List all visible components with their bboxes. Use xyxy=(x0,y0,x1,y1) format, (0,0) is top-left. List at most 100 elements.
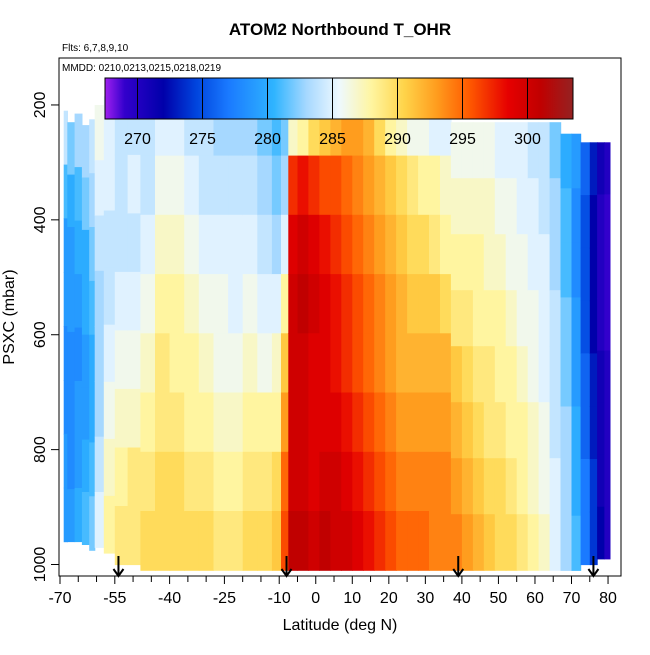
heatmap-cell xyxy=(352,392,364,453)
heatmap-column-8 xyxy=(127,96,141,566)
heatmap-cell xyxy=(281,392,289,453)
colorbar-tick-label-285: 285 xyxy=(319,131,346,148)
heatmap-cell xyxy=(597,454,605,508)
heatmap-cell xyxy=(155,511,171,571)
heatmap-cell xyxy=(297,96,310,157)
heatmap-cell xyxy=(297,333,310,394)
heatmap-cell xyxy=(281,451,289,512)
heatmap-column-14 xyxy=(213,96,229,571)
heatmap-cell xyxy=(281,274,289,334)
heatmap-cell xyxy=(560,515,573,571)
heatmap-cell xyxy=(589,195,598,249)
heatmap-cell xyxy=(374,214,386,275)
heatmap-cell xyxy=(363,155,375,216)
heatmap-cell xyxy=(89,227,96,282)
heatmap-cell xyxy=(560,133,573,189)
heatmap-cell xyxy=(538,458,551,515)
heatmap-cell xyxy=(549,346,562,403)
heatmap-cell xyxy=(516,122,529,179)
colorbar: 270 275 280 285 290 295 300 xyxy=(104,77,574,148)
heatmap-cell xyxy=(560,188,573,244)
heatmap-cell xyxy=(505,458,518,515)
heatmap-cell xyxy=(257,451,273,512)
heatmap-cell xyxy=(127,506,141,566)
heatmap-cell xyxy=(396,392,408,453)
heatmap-cell xyxy=(74,488,83,543)
heatmap-cell xyxy=(549,458,562,515)
heatmap-cell xyxy=(242,333,258,394)
heatmap-cell xyxy=(516,458,529,515)
heatmap-cell xyxy=(407,96,419,157)
heatmap-cell xyxy=(538,290,551,347)
heatmap-cell xyxy=(560,297,573,353)
heatmap-cell xyxy=(385,392,397,453)
heatmap-cell xyxy=(155,274,171,334)
heatmap-cell xyxy=(257,333,273,394)
heatmap-cell xyxy=(281,96,289,157)
heatmap-cell xyxy=(580,300,591,354)
heatmap-cell xyxy=(597,350,605,404)
heatmap-cell xyxy=(580,353,591,407)
heatmap-cell xyxy=(385,214,397,275)
heatmap-cell xyxy=(374,333,386,394)
heatmap-cell xyxy=(429,333,441,394)
heatmap-cell xyxy=(483,234,496,291)
heatmap-cell xyxy=(198,511,214,571)
heatmap-cell xyxy=(429,392,441,453)
heatmap-cell xyxy=(228,392,244,453)
heatmap-cell xyxy=(198,451,214,512)
heatmap-cell xyxy=(418,274,430,334)
heatmap-cell xyxy=(461,346,474,403)
heatmap-cell xyxy=(184,214,200,275)
heatmap-cell xyxy=(597,506,605,560)
heatmap-cell xyxy=(363,511,375,571)
heatmap-cell xyxy=(308,214,320,275)
heatmap-cell xyxy=(604,142,611,195)
x-tick-label--40: -40 xyxy=(158,590,181,607)
heatmap-cell xyxy=(407,274,419,334)
heatmap-cell xyxy=(319,451,331,512)
heatmap-column-43 xyxy=(538,122,551,571)
heatmap-cell xyxy=(396,96,408,157)
heatmap-cell xyxy=(597,142,605,195)
heatmap-cell xyxy=(281,155,289,216)
colorbar-tick-label-300: 300 xyxy=(514,131,541,148)
heatmap-cell xyxy=(461,402,474,459)
heatmap-cell xyxy=(450,402,463,459)
heatmap-cell xyxy=(418,392,430,453)
heatmap-cell xyxy=(527,402,540,459)
heatmap-cell xyxy=(330,214,342,275)
heatmap-cell xyxy=(341,214,353,275)
heatmap-column-42 xyxy=(527,122,540,571)
heatmap-cell xyxy=(242,392,258,453)
heatmap-cell xyxy=(494,346,507,403)
heatmap-cell xyxy=(494,514,507,571)
heatmap-cell xyxy=(94,492,105,548)
heatmap-cell xyxy=(319,274,331,334)
heatmap-cell xyxy=(94,381,105,438)
heatmap-cell xyxy=(352,96,364,157)
heatmap-cell xyxy=(589,300,598,354)
heatmap-cell xyxy=(450,178,463,235)
x-tick-label--55: -55 xyxy=(103,590,126,607)
heatmap-cell xyxy=(81,125,90,179)
heatmap-cell xyxy=(281,511,289,571)
heatmap-cell xyxy=(494,234,507,291)
heatmap-cell xyxy=(505,234,518,291)
heatmap-cell xyxy=(589,353,598,407)
heatmap-cell xyxy=(407,511,419,571)
heatmap-cell xyxy=(363,451,375,512)
heatmap-cell xyxy=(363,214,375,275)
heatmap-column-12 xyxy=(184,96,200,571)
heatmap-cell xyxy=(103,267,116,326)
heatmap-cell xyxy=(155,214,171,275)
heatmap-cell xyxy=(67,174,76,228)
heatmap-cell xyxy=(472,122,485,179)
heatmap-cell xyxy=(505,402,518,459)
heatmap-cell xyxy=(407,451,419,512)
heatmap-cell xyxy=(472,514,485,571)
heatmap-cell xyxy=(288,392,298,453)
heatmap-cell xyxy=(494,122,507,179)
heatmap-cell xyxy=(571,242,582,298)
heatmap-cell xyxy=(330,155,342,216)
